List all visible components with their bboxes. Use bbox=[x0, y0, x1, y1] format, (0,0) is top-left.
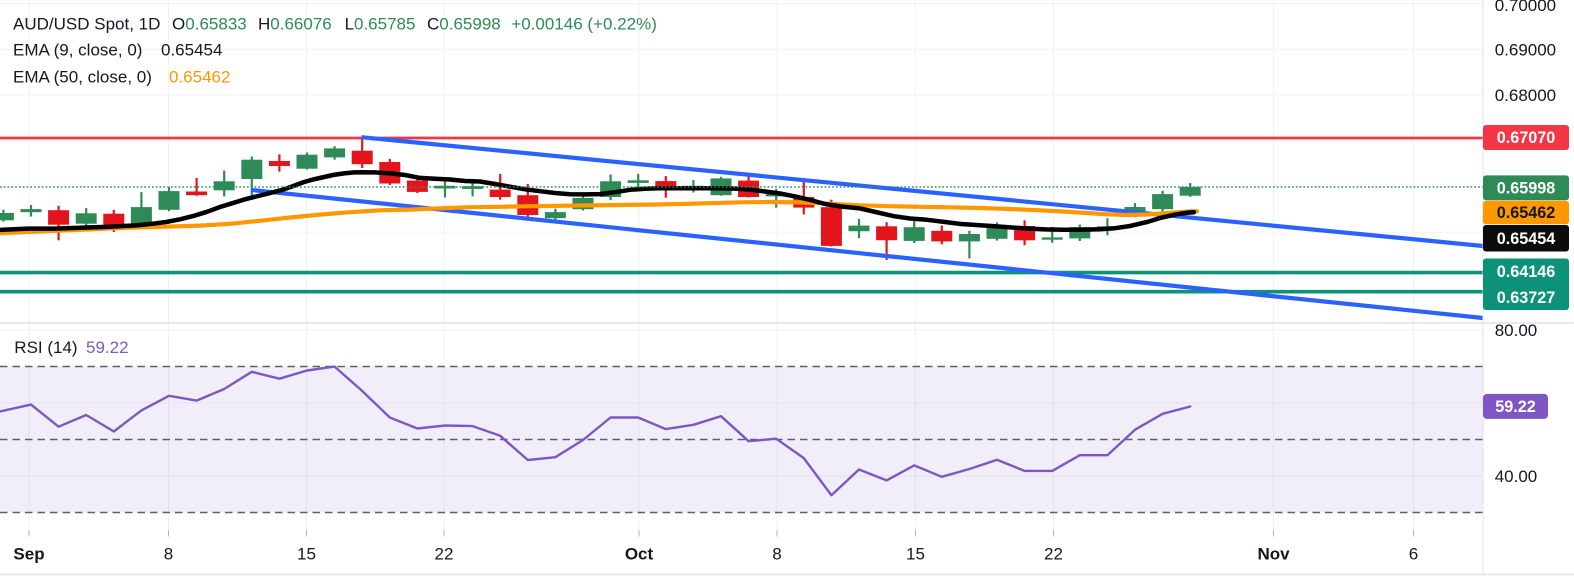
svg-text:Oct: Oct bbox=[625, 545, 654, 564]
svg-text:C: C bbox=[427, 15, 439, 34]
svg-text:0.65454: 0.65454 bbox=[1497, 230, 1556, 248]
svg-text:0.64146: 0.64146 bbox=[1497, 263, 1556, 281]
svg-text:0.65833: 0.65833 bbox=[185, 15, 246, 34]
svg-text:0.69000: 0.69000 bbox=[1495, 40, 1556, 59]
svg-text:EMA (50, close, 0): EMA (50, close, 0) bbox=[13, 68, 152, 87]
svg-text:O: O bbox=[172, 15, 185, 34]
svg-text:0.70000: 0.70000 bbox=[1495, 0, 1556, 15]
svg-text:0.68000: 0.68000 bbox=[1495, 86, 1556, 105]
svg-text:40.00: 40.00 bbox=[1495, 467, 1538, 486]
svg-text:80.00: 80.00 bbox=[1495, 321, 1538, 340]
svg-text:+0.00146 (+0.22%): +0.00146 (+0.22%) bbox=[511, 15, 657, 34]
svg-text:15: 15 bbox=[297, 545, 316, 564]
svg-text:0.65462: 0.65462 bbox=[1497, 204, 1556, 222]
svg-text:22: 22 bbox=[1044, 545, 1063, 564]
svg-text:0.67070: 0.67070 bbox=[1497, 129, 1556, 147]
svg-text:0.65785: 0.65785 bbox=[354, 15, 415, 34]
svg-text:0.63727: 0.63727 bbox=[1497, 289, 1556, 307]
svg-text:0.65998: 0.65998 bbox=[439, 15, 500, 34]
svg-text:0.65462: 0.65462 bbox=[169, 68, 230, 87]
svg-text:EMA (9, close, 0): EMA (9, close, 0) bbox=[13, 41, 142, 60]
svg-text:RSI (14): RSI (14) bbox=[14, 338, 77, 357]
svg-text:AUD/USD Spot, 1D: AUD/USD Spot, 1D bbox=[13, 15, 160, 34]
svg-text:Sep: Sep bbox=[13, 545, 44, 564]
svg-text:6: 6 bbox=[1409, 545, 1418, 564]
svg-text:0.65454: 0.65454 bbox=[161, 41, 222, 60]
svg-text:0.65998: 0.65998 bbox=[1497, 180, 1556, 198]
svg-text:59.22: 59.22 bbox=[86, 338, 129, 357]
svg-text:Nov: Nov bbox=[1257, 545, 1290, 564]
svg-text:15: 15 bbox=[906, 545, 925, 564]
svg-text:22: 22 bbox=[435, 545, 454, 564]
svg-text:H: H bbox=[258, 15, 270, 34]
svg-text:0.66076: 0.66076 bbox=[270, 15, 331, 34]
svg-text:8: 8 bbox=[772, 545, 781, 564]
svg-text:59.22: 59.22 bbox=[1495, 398, 1536, 416]
svg-text:L: L bbox=[345, 15, 354, 34]
svg-text:8: 8 bbox=[164, 545, 173, 564]
